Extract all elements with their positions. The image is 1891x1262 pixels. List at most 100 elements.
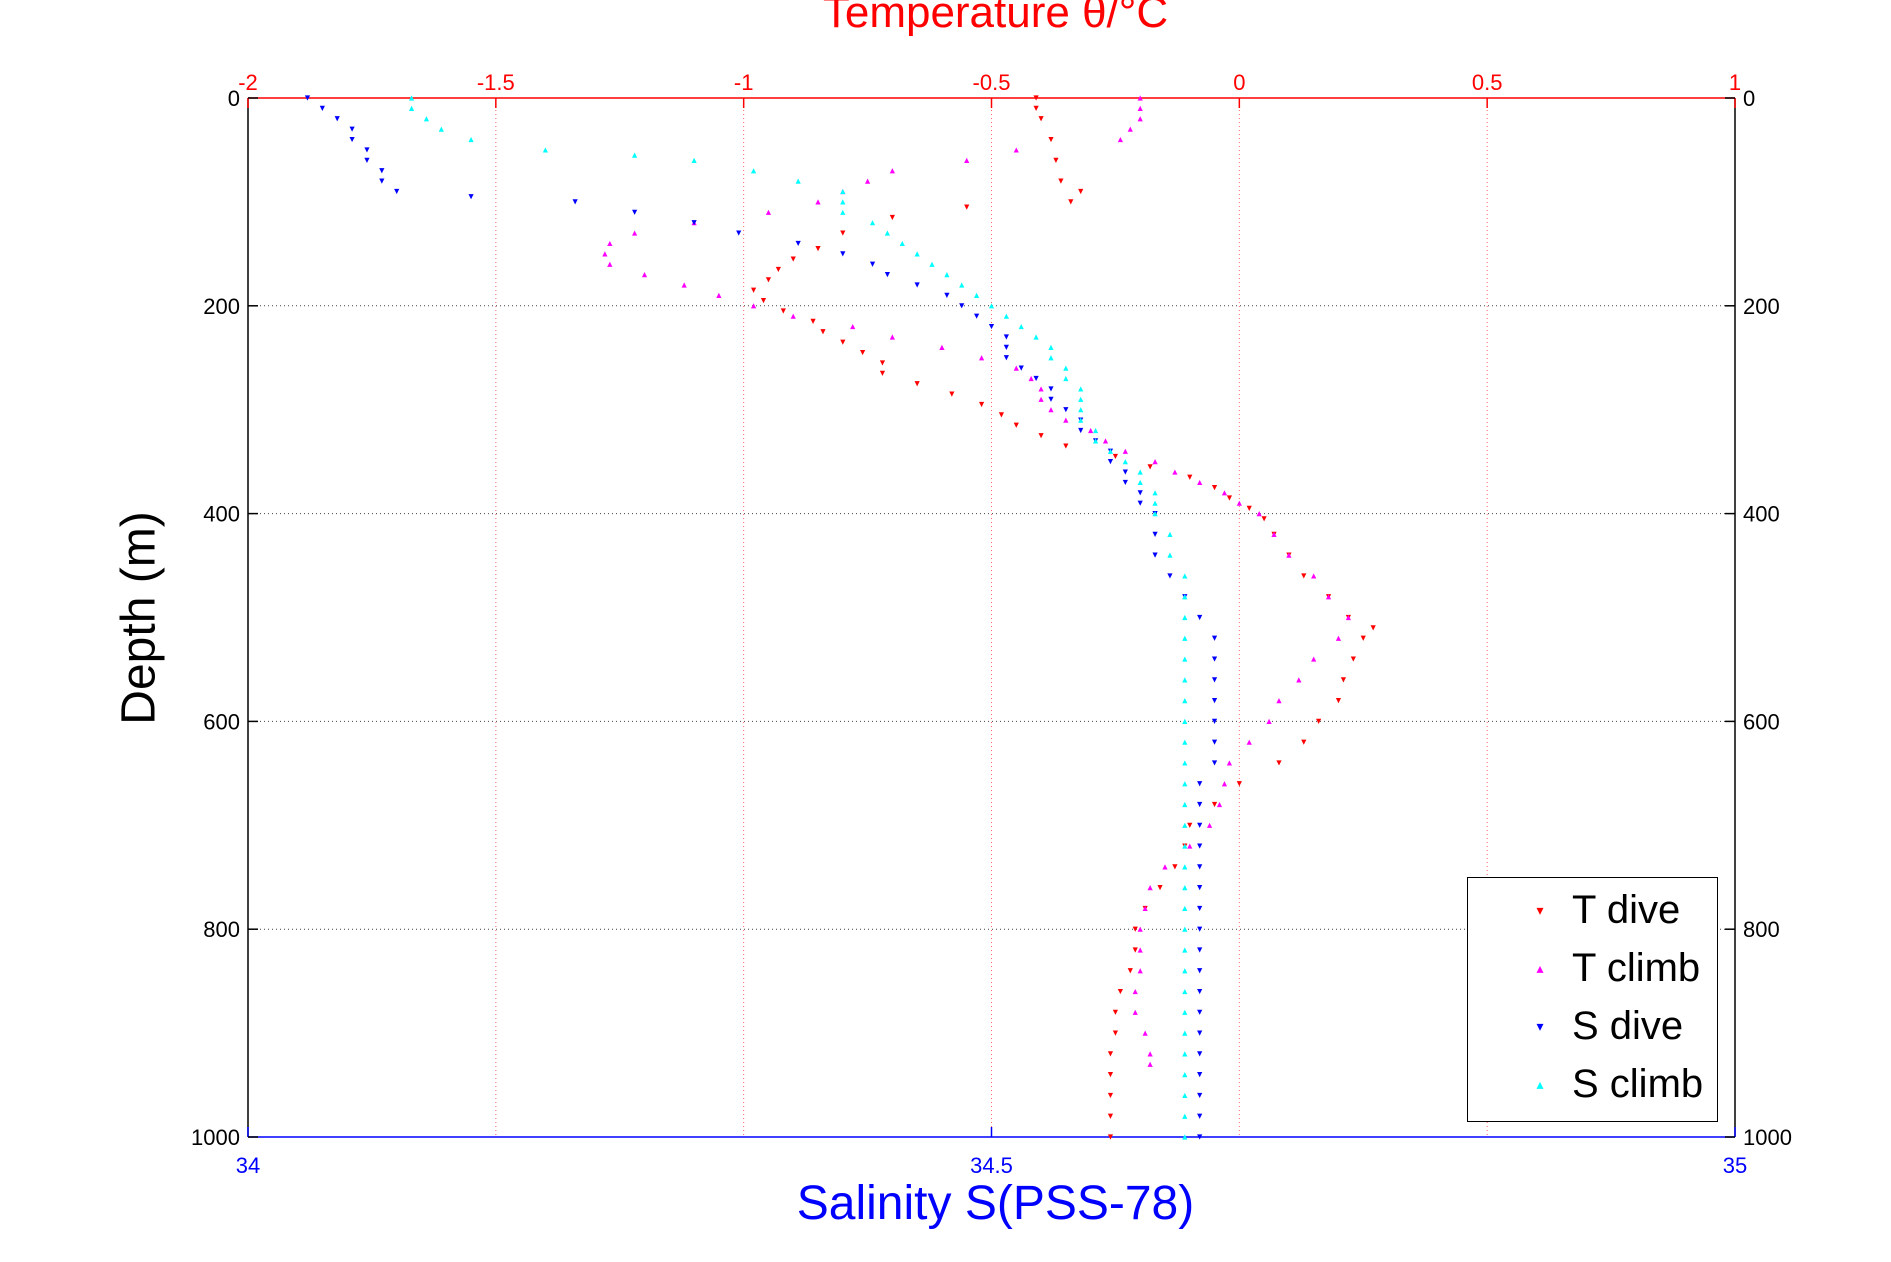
right-tick-label: 400 xyxy=(1743,502,1780,527)
data-point xyxy=(1182,760,1188,766)
data-point xyxy=(1038,116,1044,122)
data-point xyxy=(1048,136,1054,143)
data-point xyxy=(1112,1030,1119,1036)
data-point xyxy=(1048,407,1054,413)
data-point xyxy=(1147,1061,1153,1067)
data-point xyxy=(750,287,757,293)
data-point xyxy=(884,230,891,236)
data-point xyxy=(1152,459,1158,465)
data-point xyxy=(1167,531,1173,537)
data-point xyxy=(334,116,340,122)
right-tick-label: 200 xyxy=(1743,294,1780,319)
data-point xyxy=(1197,988,1203,995)
legend: ▾ T dive ▴ T climb ▾ S dive ▴ S climb xyxy=(1467,877,1718,1122)
data-point xyxy=(1147,885,1153,891)
data-point xyxy=(1226,495,1233,501)
data-point xyxy=(840,188,846,195)
left-tick-label: 800 xyxy=(203,917,240,942)
data-point xyxy=(1211,739,1218,745)
data-point xyxy=(1197,1009,1203,1015)
legend-item-t-dive: ▾ T dive xyxy=(1468,882,1719,940)
data-point xyxy=(1197,781,1203,787)
data-point xyxy=(1182,843,1188,849)
data-point xyxy=(1311,656,1317,662)
data-point xyxy=(1256,511,1262,517)
data-point xyxy=(864,178,871,184)
data-point xyxy=(1137,500,1143,506)
data-point xyxy=(1028,375,1034,382)
right-tick-label: 600 xyxy=(1743,709,1780,734)
data-point xyxy=(1246,505,1252,512)
data-point xyxy=(1117,988,1123,995)
data-point xyxy=(1127,968,1133,974)
data-point xyxy=(929,261,935,267)
data-point xyxy=(408,95,415,101)
data-point xyxy=(1078,407,1084,413)
depth-axis-title: Depth (m) xyxy=(112,511,166,725)
data-point xyxy=(1197,1134,1203,1140)
data-point xyxy=(1152,490,1158,496)
data-point xyxy=(1370,625,1376,631)
data-point xyxy=(795,240,801,247)
legend-item-s-climb: ▴ S climb xyxy=(1468,1056,1719,1114)
data-point xyxy=(1182,614,1188,621)
data-point xyxy=(988,303,995,309)
data-point xyxy=(840,339,846,345)
data-point xyxy=(1350,656,1356,662)
data-point xyxy=(1182,864,1188,870)
data-point xyxy=(1335,635,1342,641)
data-point xyxy=(1182,573,1188,579)
left-tick-label: 200 xyxy=(203,294,240,319)
data-point xyxy=(1182,968,1188,974)
data-point xyxy=(1013,365,1019,371)
data-point xyxy=(1182,1009,1188,1015)
data-point xyxy=(1112,1009,1119,1015)
series-t-dive xyxy=(750,95,1376,1140)
data-point xyxy=(1122,469,1128,475)
salinity-axis-title: Salinity S(PSS-78) xyxy=(796,1177,1195,1230)
top-tick-label: -0.5 xyxy=(973,70,1011,95)
data-point xyxy=(1152,552,1158,558)
data-point xyxy=(775,266,781,273)
data-point xyxy=(1058,178,1064,184)
data-point xyxy=(1182,718,1188,724)
data-point xyxy=(1078,427,1084,434)
right-tick-label: 800 xyxy=(1743,917,1780,942)
data-point xyxy=(1197,1072,1203,1078)
data-point xyxy=(1197,614,1203,621)
series-s-climb xyxy=(408,95,1188,1140)
data-point xyxy=(1137,95,1143,101)
data-point xyxy=(815,199,821,205)
data-point xyxy=(1137,490,1143,496)
data-point xyxy=(681,282,687,288)
data-point xyxy=(1211,760,1218,766)
data-point xyxy=(1107,1113,1114,1119)
data-point xyxy=(468,136,474,143)
data-point xyxy=(1172,469,1178,475)
data-point xyxy=(889,214,895,221)
data-point xyxy=(1182,1092,1188,1099)
data-point xyxy=(860,349,866,356)
data-point xyxy=(750,168,757,174)
data-point xyxy=(1152,531,1158,537)
data-point xyxy=(1182,1134,1188,1140)
data-point xyxy=(1152,500,1158,506)
data-point xyxy=(1340,677,1347,683)
data-point xyxy=(468,194,474,200)
data-point xyxy=(840,199,846,205)
data-point xyxy=(1137,469,1143,475)
data-point xyxy=(1132,988,1138,995)
data-point xyxy=(1142,905,1148,912)
data-point xyxy=(1048,396,1054,402)
data-point xyxy=(1063,417,1069,423)
data-point xyxy=(790,313,796,319)
data-point xyxy=(1206,822,1213,828)
data-point xyxy=(988,323,995,330)
data-point xyxy=(1311,573,1317,579)
data-point xyxy=(1107,1092,1114,1099)
data-point xyxy=(1167,573,1173,579)
data-point xyxy=(1137,116,1143,122)
data-point xyxy=(607,240,613,247)
data-point xyxy=(944,292,950,299)
data-point xyxy=(1063,443,1069,449)
